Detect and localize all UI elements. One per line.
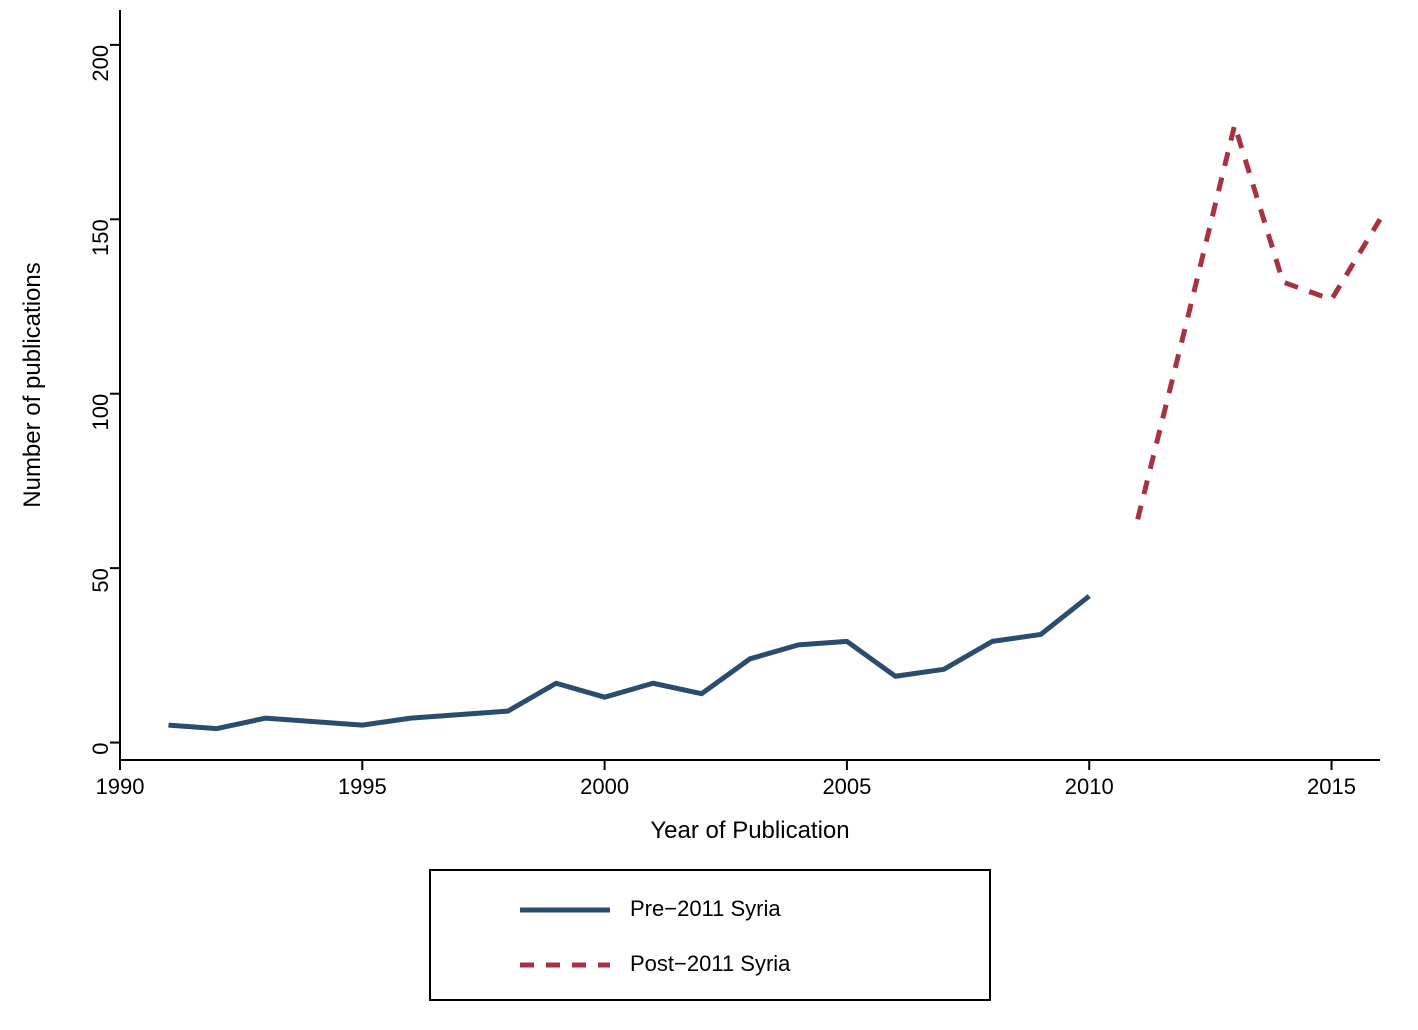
y-tick-label: 200	[88, 45, 113, 82]
x-axis-label: Year of Publication	[650, 817, 849, 844]
x-tick-label: 1990	[96, 774, 145, 799]
x-tick-label: 2000	[580, 774, 629, 799]
line-chart: 0 50 100 150 200 1990 1995 2000 2005 2010 2015 Year…	[0, 0, 1418, 1030]
legend-label-1: Post−2011 Syria	[630, 951, 791, 976]
y-tick-label: 150	[88, 219, 113, 256]
y-tick-label: 0	[88, 743, 113, 755]
x-tick-label: 2005	[822, 774, 871, 799]
legend-label-0: Pre−2011 Syria	[630, 896, 781, 921]
x-tick-label: 2015	[1307, 774, 1356, 799]
y-tick-label: 100	[88, 394, 113, 431]
x-tick-label: 2010	[1065, 774, 1114, 799]
y-axis-label: Number of publications	[19, 262, 46, 507]
chart-container: 0 50 100 150 200 1990 1995 2000 2005 2010 2015 Year…	[0, 0, 1418, 1030]
legend-box	[430, 870, 990, 1000]
x-tick-label: 1995	[338, 774, 387, 799]
y-tick-label: 50	[88, 568, 113, 592]
